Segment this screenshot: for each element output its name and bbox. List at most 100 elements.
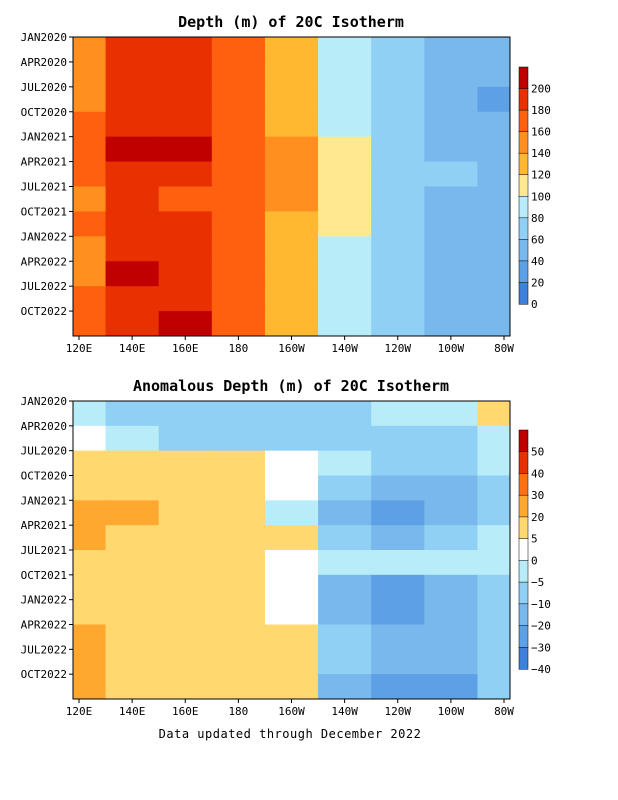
colorbar-swatch bbox=[518, 174, 529, 197]
heatmap-cell bbox=[264, 550, 319, 576]
colorbar-label: 0 bbox=[531, 554, 538, 567]
heatmap-cell bbox=[211, 525, 266, 551]
anomaly-heatmap bbox=[73, 401, 510, 699]
heatmap-cell bbox=[318, 211, 372, 237]
heatmap-cell bbox=[105, 86, 160, 113]
y-tick-label: OCT2020 bbox=[21, 106, 67, 119]
heatmap-cell bbox=[105, 674, 160, 699]
heatmap-cell bbox=[105, 186, 160, 212]
heatmap-cell bbox=[477, 450, 510, 476]
heatmap-cell bbox=[264, 574, 319, 601]
heatmap-cell bbox=[318, 450, 372, 476]
colorbar-swatch bbox=[518, 152, 529, 176]
heatmap-cell bbox=[424, 450, 478, 476]
heatmap-cell bbox=[73, 111, 107, 138]
y-tick-label: JUL2020 bbox=[21, 81, 67, 94]
heatmap-cell bbox=[371, 500, 425, 526]
heatmap-cell bbox=[264, 599, 319, 625]
colorbar-label: −10 bbox=[531, 598, 551, 611]
heatmap-cell bbox=[424, 550, 478, 576]
heatmap-cell bbox=[424, 401, 478, 427]
y-tick-label: APR2022 bbox=[21, 255, 67, 268]
heatmap-cell bbox=[318, 236, 372, 262]
heatmap-cell bbox=[105, 624, 160, 650]
x-tick-label: 160E bbox=[172, 705, 199, 718]
colorbar-swatch bbox=[518, 217, 529, 240]
depth-chart-title: Depth (m) of 20C Isotherm bbox=[178, 13, 404, 31]
heatmap-cell bbox=[264, 261, 319, 287]
y-tick-label: JUL2021 bbox=[21, 181, 67, 194]
heatmap-cell bbox=[371, 86, 425, 113]
colorbar-swatch bbox=[518, 429, 529, 453]
heatmap-cell bbox=[158, 550, 213, 576]
heatmap-cell bbox=[264, 624, 319, 650]
heatmap-cell bbox=[105, 475, 160, 501]
heatmap-cell bbox=[211, 450, 266, 476]
heatmap-cell bbox=[73, 574, 107, 601]
heatmap-cell bbox=[477, 550, 510, 576]
heatmap-cell bbox=[211, 261, 266, 287]
heatmap-cell bbox=[211, 136, 266, 163]
heatmap-cell bbox=[73, 61, 107, 88]
y-tick-label: APR2020 bbox=[21, 56, 67, 69]
heatmap-cell bbox=[264, 61, 319, 88]
x-tick-label: 100W bbox=[438, 705, 465, 718]
colorbar-swatch bbox=[518, 109, 529, 133]
x-tick-label: 120E bbox=[66, 342, 93, 355]
heatmap-cell bbox=[477, 401, 510, 427]
heatmap-cell bbox=[477, 136, 510, 163]
heatmap-cell bbox=[105, 61, 160, 88]
heatmap-cell bbox=[158, 574, 213, 601]
heatmap-cell bbox=[73, 525, 107, 551]
heatmap-cell bbox=[73, 674, 107, 699]
heatmap-cell bbox=[105, 161, 160, 187]
heatmap-cell bbox=[264, 450, 319, 476]
heatmap-cell bbox=[318, 525, 372, 551]
heatmap-cell bbox=[264, 649, 319, 675]
heatmap-cell bbox=[211, 649, 266, 675]
heatmap-cell bbox=[318, 311, 372, 336]
heatmap-cell bbox=[371, 674, 425, 699]
heatmap-cell bbox=[371, 161, 425, 187]
heatmap-cell bbox=[424, 37, 478, 63]
heatmap-cell bbox=[158, 86, 213, 113]
heatmap-cell bbox=[105, 525, 160, 551]
heatmap-cell bbox=[105, 286, 160, 312]
heatmap-cell bbox=[73, 286, 107, 312]
heatmap-cell bbox=[371, 61, 425, 88]
heatmap-cell bbox=[158, 161, 213, 187]
heatmap-cell bbox=[211, 186, 266, 212]
x-tick-label: 120W bbox=[385, 705, 412, 718]
heatmap-cell bbox=[158, 401, 213, 427]
y-tick-label: JUL2020 bbox=[21, 445, 67, 458]
colorbar-label: 50 bbox=[531, 446, 544, 459]
heatmap-cell bbox=[477, 211, 510, 237]
heatmap-cell bbox=[105, 550, 160, 576]
heatmap-cell bbox=[211, 425, 266, 452]
heatmap-cell bbox=[477, 500, 510, 526]
heatmap-cell bbox=[371, 261, 425, 287]
colorbar-swatch bbox=[518, 66, 529, 90]
y-tick-label: OCT2021 bbox=[21, 205, 67, 218]
heatmap-cell bbox=[211, 475, 266, 501]
heatmap-cell bbox=[105, 500, 160, 526]
heatmap-cell bbox=[264, 475, 319, 501]
data-updated-note: Data updated through December 2022 bbox=[159, 727, 422, 741]
y-tick-label: JAN2020 bbox=[21, 395, 67, 408]
heatmap-cell bbox=[158, 425, 213, 452]
colorbar-label: 60 bbox=[531, 233, 544, 246]
y-tick-label: JAN2020 bbox=[21, 31, 67, 44]
heatmap-cell bbox=[477, 599, 510, 625]
y-tick-label: JAN2021 bbox=[21, 494, 67, 507]
heatmap-cell bbox=[158, 136, 213, 163]
heatmap-cell bbox=[371, 475, 425, 501]
heatmap-cell bbox=[477, 624, 510, 650]
heatmap-cell bbox=[158, 525, 213, 551]
heatmap-cell bbox=[371, 649, 425, 675]
heatmap-cell bbox=[73, 475, 107, 501]
y-tick-label: APR2021 bbox=[21, 519, 67, 532]
heatmap-cell bbox=[477, 61, 510, 88]
heatmap-cell bbox=[264, 236, 319, 262]
heatmap-cell bbox=[264, 674, 319, 699]
colorbar-label: −40 bbox=[531, 663, 551, 676]
